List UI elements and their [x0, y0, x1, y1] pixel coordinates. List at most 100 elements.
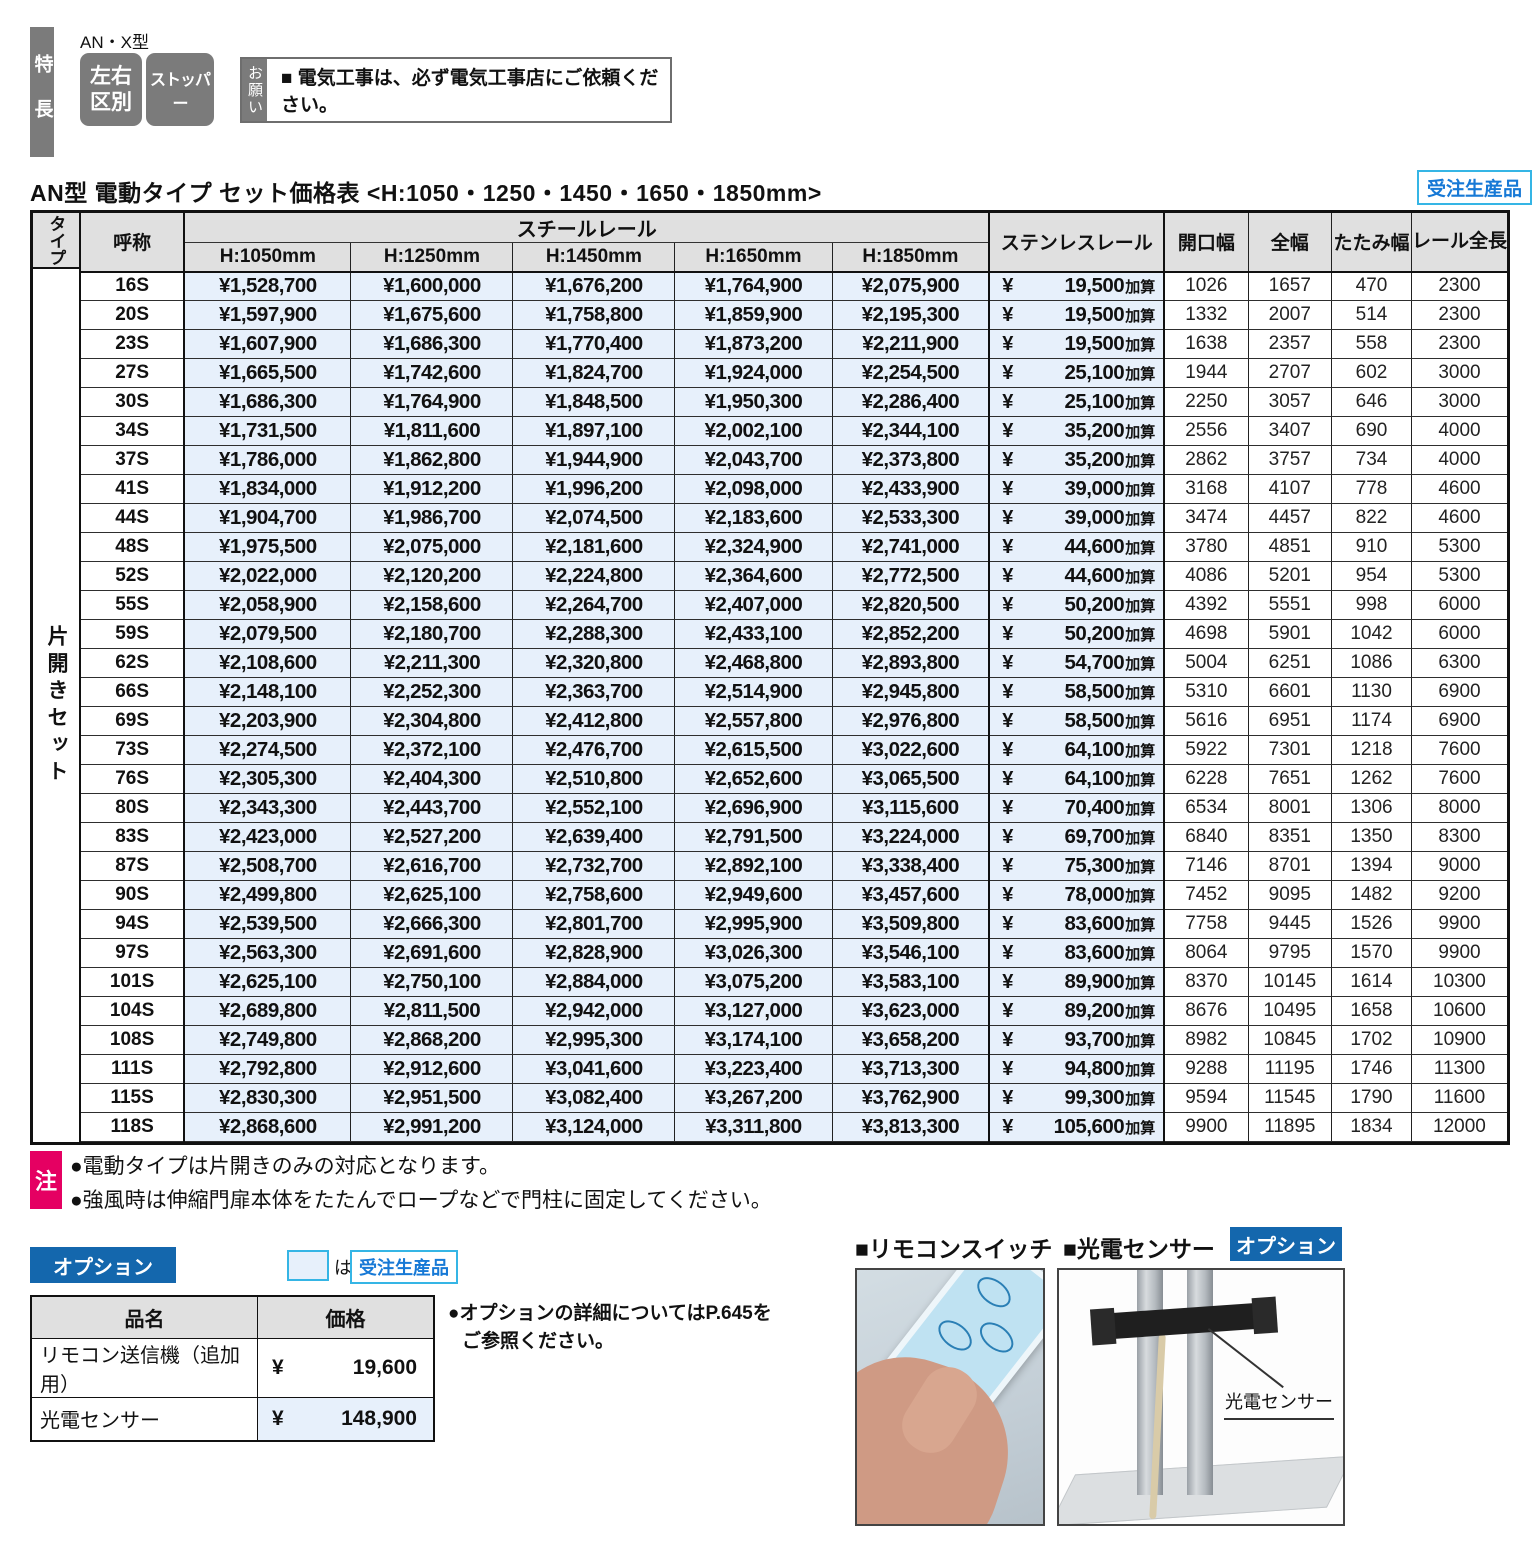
price-h1450: ¥2,942,000 — [512, 996, 676, 1026]
sensor-bracket-illustration — [1089, 1296, 1279, 1346]
yen-symbol: ¥ — [1002, 796, 1014, 819]
price-h1850: ¥3,224,000 — [832, 822, 991, 852]
price-h1450: ¥1,676,200 — [512, 271, 676, 301]
stainless-amount: 89,200 — [1064, 999, 1125, 1022]
folded-width-value: 1658 — [1331, 996, 1412, 1026]
opening-width-value: 1332 — [1164, 300, 1249, 330]
price-h1650: ¥2,995,900 — [674, 909, 833, 939]
yen-symbol: ¥ — [1002, 999, 1014, 1022]
price-stainless-surcharge: ¥ 50,200 加算 — [989, 619, 1166, 649]
surcharge-suffix: 加算 — [1125, 510, 1156, 528]
rail-length-value: 11600 — [1411, 1083, 1507, 1113]
price-h1250: ¥1,811,600 — [350, 416, 514, 446]
surcharge-suffix: 加算 — [1125, 1032, 1156, 1050]
total-width-value: 8351 — [1248, 822, 1333, 852]
rail-length-value: 2300 — [1411, 271, 1507, 301]
price-h1450: ¥2,828,900 — [512, 938, 676, 968]
surcharge-suffix: 加算 — [1125, 278, 1156, 296]
row-name: 80S — [81, 793, 186, 823]
price-h1650: ¥3,075,200 — [674, 967, 833, 997]
rail-length-value: 4600 — [1411, 474, 1507, 504]
price-h1450: ¥2,074,500 — [512, 503, 676, 533]
price-h1850: ¥2,211,900 — [832, 329, 991, 359]
price-h1850: ¥2,772,500 — [832, 561, 991, 591]
row-name: 94S — [81, 909, 186, 939]
row-name: 73S — [81, 735, 186, 765]
surcharge-suffix: 加算 — [1125, 1061, 1156, 1079]
price-h1450: ¥2,884,000 — [512, 967, 676, 997]
table-row: 69S ¥2,203,900 ¥2,304,800 ¥2,412,800 ¥2,… — [81, 706, 1507, 736]
price-h1050: ¥2,792,800 — [184, 1054, 352, 1084]
price-h1650: ¥2,364,600 — [674, 561, 833, 591]
opening-width-value: 7452 — [1164, 880, 1249, 910]
note-line: ●電動タイプは片開きのみの対応となります。 — [70, 1155, 500, 1178]
folded-width-value: 558 — [1331, 329, 1412, 359]
opening-width-value: 1944 — [1164, 358, 1249, 388]
rail-length-value: 10300 — [1411, 967, 1507, 997]
total-width-value: 8001 — [1248, 793, 1333, 823]
page-title: AN型 電動タイプ セット価格表 <H:1050・1250・1450・1650・… — [30, 180, 822, 206]
total-width-value: 11895 — [1248, 1112, 1333, 1142]
yen-symbol: ¥ — [1002, 825, 1014, 848]
price-h1050: ¥2,343,300 — [184, 793, 352, 823]
price-table-grid: 呼称 スチールレール ステンレスレール 開口幅 全幅 たたみ幅 レール全長 H:… — [81, 213, 1507, 1142]
price-table: タイプ 片開きセット 呼称 スチールレール ステンレスレール 開口幅 全幅 たた… — [30, 210, 1510, 1145]
table-row: 101S ¥2,625,100 ¥2,750,100 ¥2,884,000 ¥3… — [81, 967, 1507, 997]
yen-symbol: ¥ — [1002, 390, 1014, 413]
price-h1250: ¥1,862,800 — [350, 445, 514, 475]
total-width-value: 2357 — [1248, 329, 1333, 359]
folded-width-value: 602 — [1331, 358, 1412, 388]
surcharge-suffix: 加算 — [1125, 655, 1156, 673]
price-stainless-surcharge: ¥ 39,000 加算 — [989, 503, 1166, 533]
request-label: お願い — [242, 59, 267, 121]
row-name: 104S — [81, 996, 186, 1026]
price-stainless-surcharge: ¥ 39,000 加算 — [989, 474, 1166, 504]
rail-length-value: 2300 — [1411, 300, 1507, 330]
total-width-value: 7301 — [1248, 735, 1333, 765]
yen-symbol: ¥ — [1002, 680, 1014, 703]
price-h1850: ¥3,338,400 — [832, 851, 991, 881]
surcharge-suffix: 加算 — [1125, 916, 1156, 934]
price-h1850: ¥3,457,600 — [832, 880, 991, 910]
surcharge-suffix: 加算 — [1125, 1119, 1156, 1137]
price-h1450: ¥2,320,800 — [512, 648, 676, 678]
opening-width-value: 9288 — [1164, 1054, 1249, 1084]
yen-symbol: ¥ — [271, 1406, 284, 1430]
price-h1850: ¥3,713,300 — [832, 1054, 991, 1084]
price-stainless-surcharge: ¥ 64,100 加算 — [989, 735, 1166, 765]
price-h1850: ¥2,373,800 — [832, 445, 991, 475]
price-h1450: ¥2,639,400 — [512, 822, 676, 852]
price-h1450: ¥3,124,000 — [512, 1112, 676, 1142]
folded-width-value: 910 — [1331, 532, 1412, 562]
surcharge-suffix: 加算 — [1125, 800, 1156, 818]
rail-length-value: 4000 — [1411, 416, 1507, 446]
price-stainless-surcharge: ¥ 93,700 加算 — [989, 1025, 1166, 1055]
opening-width-value: 6228 — [1164, 764, 1249, 794]
stainless-amount: 64,100 — [1064, 767, 1125, 790]
price-h1650: ¥2,652,600 — [674, 764, 833, 794]
row-name: 115S — [81, 1083, 186, 1113]
total-width-value: 3757 — [1248, 445, 1333, 475]
folded-width-value: 1482 — [1331, 880, 1412, 910]
folded-width-value: 1350 — [1331, 822, 1412, 852]
surcharge-suffix: 加算 — [1125, 858, 1156, 876]
row-name: 87S — [81, 851, 186, 881]
folded-width-value: 1262 — [1331, 764, 1412, 794]
price-h1450: ¥1,996,200 — [512, 474, 676, 504]
total-width-value: 9445 — [1248, 909, 1333, 939]
price-h1050: ¥1,786,000 — [184, 445, 352, 475]
row-name: 30S — [81, 387, 186, 417]
price-h1650: ¥2,407,000 — [674, 590, 833, 620]
price-h1650: ¥2,892,100 — [674, 851, 833, 881]
options-badge: オプション — [1230, 1227, 1342, 1261]
option-price-value: 19,600 — [352, 1355, 417, 1379]
total-width-value: 3407 — [1248, 416, 1333, 446]
price-h1250: ¥2,750,100 — [350, 967, 514, 997]
surcharge-suffix: 加算 — [1125, 597, 1156, 615]
rail-length-value: 6900 — [1411, 677, 1507, 707]
stainless-amount: 19,500 — [1064, 303, 1125, 326]
stainless-amount: 50,200 — [1064, 593, 1125, 616]
total-width-value: 8701 — [1248, 851, 1333, 881]
stainless-amount: 75,300 — [1064, 854, 1125, 877]
series-label: AN・X型 — [80, 33, 149, 52]
